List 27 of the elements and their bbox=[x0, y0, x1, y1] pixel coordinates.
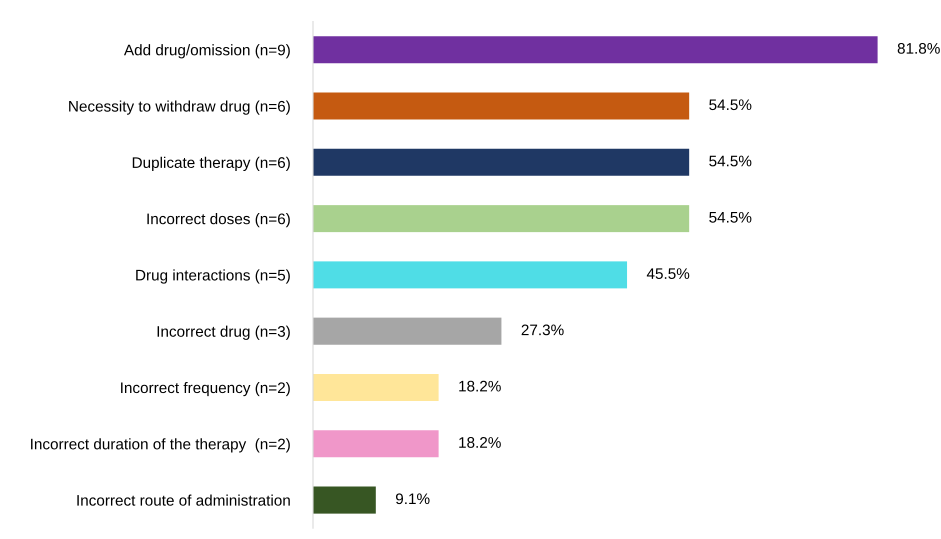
y-tick-label: Duplicate therapy (n=6) bbox=[132, 156, 290, 172]
data-label: 27.3% bbox=[522, 324, 564, 336]
bar bbox=[313, 36, 878, 64]
data-label: 81.8% bbox=[898, 42, 940, 54]
data-label: 18.2% bbox=[459, 437, 501, 448]
y-tick-label: Incorrect duration of the therapy (n=2) bbox=[31, 438, 290, 452]
data-label: 45.5% bbox=[646, 268, 690, 279]
data-label: 54.5% bbox=[709, 99, 752, 110]
data-label: 54.5% bbox=[709, 212, 752, 223]
bar bbox=[313, 430, 439, 458]
y-tick-label: Incorrect doses (n=6) bbox=[147, 213, 290, 228]
bar bbox=[313, 205, 690, 232]
y-tick-label: Drug interactions (n=5) bbox=[136, 269, 290, 284]
y-tick-label: Incorrect drug (n=3) bbox=[158, 326, 290, 340]
data-label: 9.1% bbox=[396, 493, 430, 504]
bar bbox=[313, 92, 690, 120]
bar bbox=[313, 261, 628, 288]
y-tick-label: Add drug/omission (n=9) bbox=[124, 44, 290, 58]
bar bbox=[313, 318, 502, 345]
y-tick-label: Incorrect route of administration bbox=[77, 494, 290, 506]
data-label: 18.2% bbox=[459, 380, 501, 392]
y-tick-label: Necessity to withdraw drug (n=6) bbox=[69, 100, 290, 115]
bar bbox=[313, 148, 690, 176]
bar bbox=[313, 486, 376, 514]
bar bbox=[313, 374, 439, 401]
y-tick-label: Incorrect frequency (n=2) bbox=[121, 382, 290, 396]
data-label: 54.5% bbox=[709, 156, 752, 166]
